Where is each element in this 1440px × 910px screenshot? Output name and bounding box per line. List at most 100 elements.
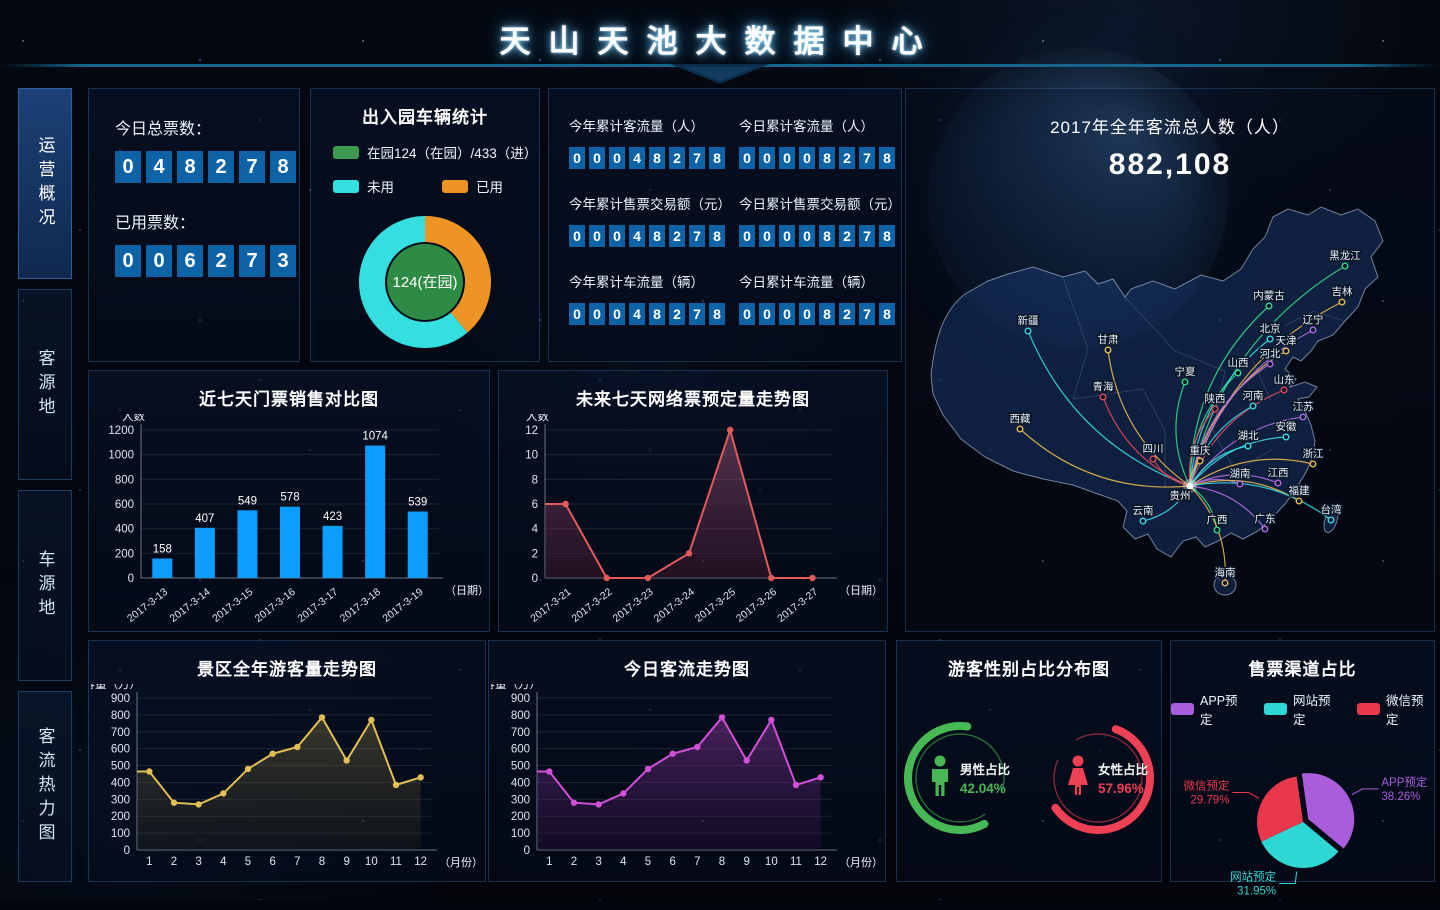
future-bookings-line-chart: 024681012人数（日期）2017-3-212017-3-222017-3-… [525,414,883,625]
svg-text:800: 800 [511,710,530,722]
legend-inpark[interactable]: 在园124（在园）/433（进） [333,142,539,162]
flight-line [1102,396,1191,487]
weekly-sales-title: 近七天门票销售对比图 [199,390,379,409]
svg-text:1200: 1200 [108,425,134,437]
svg-text:200: 200 [115,548,134,560]
origin-dot [1186,482,1194,490]
svg-text:微信预定: 微信预定 [1183,779,1229,793]
digit-cell: 3 [270,245,296,277]
sidebar-item-4[interactable]: 客流热力图 [18,691,72,882]
svg-text:100: 100 [111,828,130,840]
digit-cell: 7 [859,225,875,247]
flight-line [1189,458,1314,487]
digit-cell: 2 [208,245,234,277]
digit-cell: 0 [115,245,141,277]
province-label: 辽宁 [1303,313,1324,326]
svg-text:男性占比: 男性占比 [960,762,1011,777]
flight-line [1019,428,1191,488]
svg-text:2017-3-17: 2017-3-17 [295,586,340,625]
digit-cell: 0 [589,303,605,325]
province-dot [1266,360,1274,368]
page-title: 天山天池大数据中心 [499,24,941,59]
svg-text:500: 500 [511,761,530,773]
svg-text:400: 400 [511,777,530,789]
sidebar-item-3[interactable]: 车源地 [18,490,72,681]
flight-line [1189,338,1271,487]
digit-cell: 4 [146,151,172,183]
flight-line [1189,482,1332,521]
svg-text:600: 600 [111,744,130,756]
gender-ratio-title: 游客性别占比分布图 [948,660,1110,679]
svg-text:400: 400 [115,524,134,536]
legend-swatch-cyan [333,179,359,193]
province-label: 黑龙江 [1329,249,1361,262]
svg-text:9: 9 [743,856,749,868]
svg-text:5: 5 [645,856,651,868]
legend-used[interactable]: 已用 [442,176,503,196]
digit-cell: 8 [709,303,725,325]
channel-pie-chart: APP预定 38.26% 网站预定 31.95% 微信预定 29.79% [1183,773,1428,898]
legend-item[interactable]: 网站预定 [1264,690,1341,728]
legend-swatch [1357,703,1381,715]
province-dot [1139,517,1147,525]
province-label: 台湾 [1321,503,1343,516]
digit-cell: 0 [779,225,795,247]
sidebar-item-2[interactable]: 客源地 [18,289,72,480]
svg-text:600: 600 [511,744,530,756]
province-dot [1338,298,1346,306]
svg-text:2017-3-19: 2017-3-19 [380,586,425,625]
flight-line [1189,485,1266,530]
svg-text:2017-3-27: 2017-3-27 [775,586,820,625]
province-dot [1309,326,1317,334]
digit-cell: 8 [879,225,895,247]
svg-text:2017-3-25: 2017-3-25 [693,586,738,625]
digit-cell: 8 [709,225,725,247]
stats-grid: 今年累计客流量（人） 0 0 0 4 8 2 7 8 今日累计客流量（人） 0 0 0 0 8 2 7 8 今年累计… [549,89,901,325]
svg-text:8: 8 [719,856,725,868]
panel-map: 2017年全年客流总人数（人） 882,108 黑龙江 吉林 辽宁 内蒙古 北京 天津 河北… [905,88,1435,632]
province-dot [1295,497,1303,505]
legend-item[interactable]: 微信预定 [1357,690,1434,728]
svg-text:700: 700 [111,727,130,739]
svg-text:2017-3-26: 2017-3-26 [734,586,779,625]
province-label: 北京 [1260,322,1281,335]
svg-text:1: 1 [546,856,552,868]
today-tickets-label: 今日总票数： [115,121,212,138]
digit-cell: 0 [759,147,775,169]
digit-cell: 0 [609,303,625,325]
digit-cell: 8 [879,303,895,325]
province-dot [1099,393,1107,401]
stat-label: 今年累计客流量（人） [569,119,704,134]
flight-line [1189,445,1249,487]
digit-cell: 2 [669,147,685,169]
svg-text:9: 9 [343,856,349,868]
digit-cell: 2 [669,225,685,247]
digit-cell: 8 [819,303,835,325]
sidebar-item-1[interactable]: 运营概况 [18,88,72,279]
province-dot [1274,479,1282,487]
moon-decoration [928,48,1228,348]
province-dot [1236,480,1244,488]
province-dot [1265,302,1273,310]
svg-text:6: 6 [532,499,538,511]
stat-label: 今日累计售票交易额（元） [739,197,901,212]
province-dot [1244,442,1252,450]
legend-item[interactable]: APP预定 [1171,690,1248,728]
digit-cell: 8 [649,147,665,169]
flight-line [1152,458,1191,487]
stat-label: 今日累计客流量（人） [739,119,874,134]
svg-text:2017-3-18: 2017-3-18 [338,586,383,625]
svg-text:6: 6 [269,856,275,868]
legend-unused[interactable]: 未用 [333,176,394,196]
svg-text:2017-3-15: 2017-3-15 [210,586,255,625]
svg-text:900: 900 [111,693,130,705]
digit-cell: 2 [839,303,855,325]
future-bookings-title: 未来七天网络票预定量走势图 [576,390,810,409]
stat-item: 今日累计售票交易额（元） 0 0 0 0 8 2 7 8 [739,193,901,247]
